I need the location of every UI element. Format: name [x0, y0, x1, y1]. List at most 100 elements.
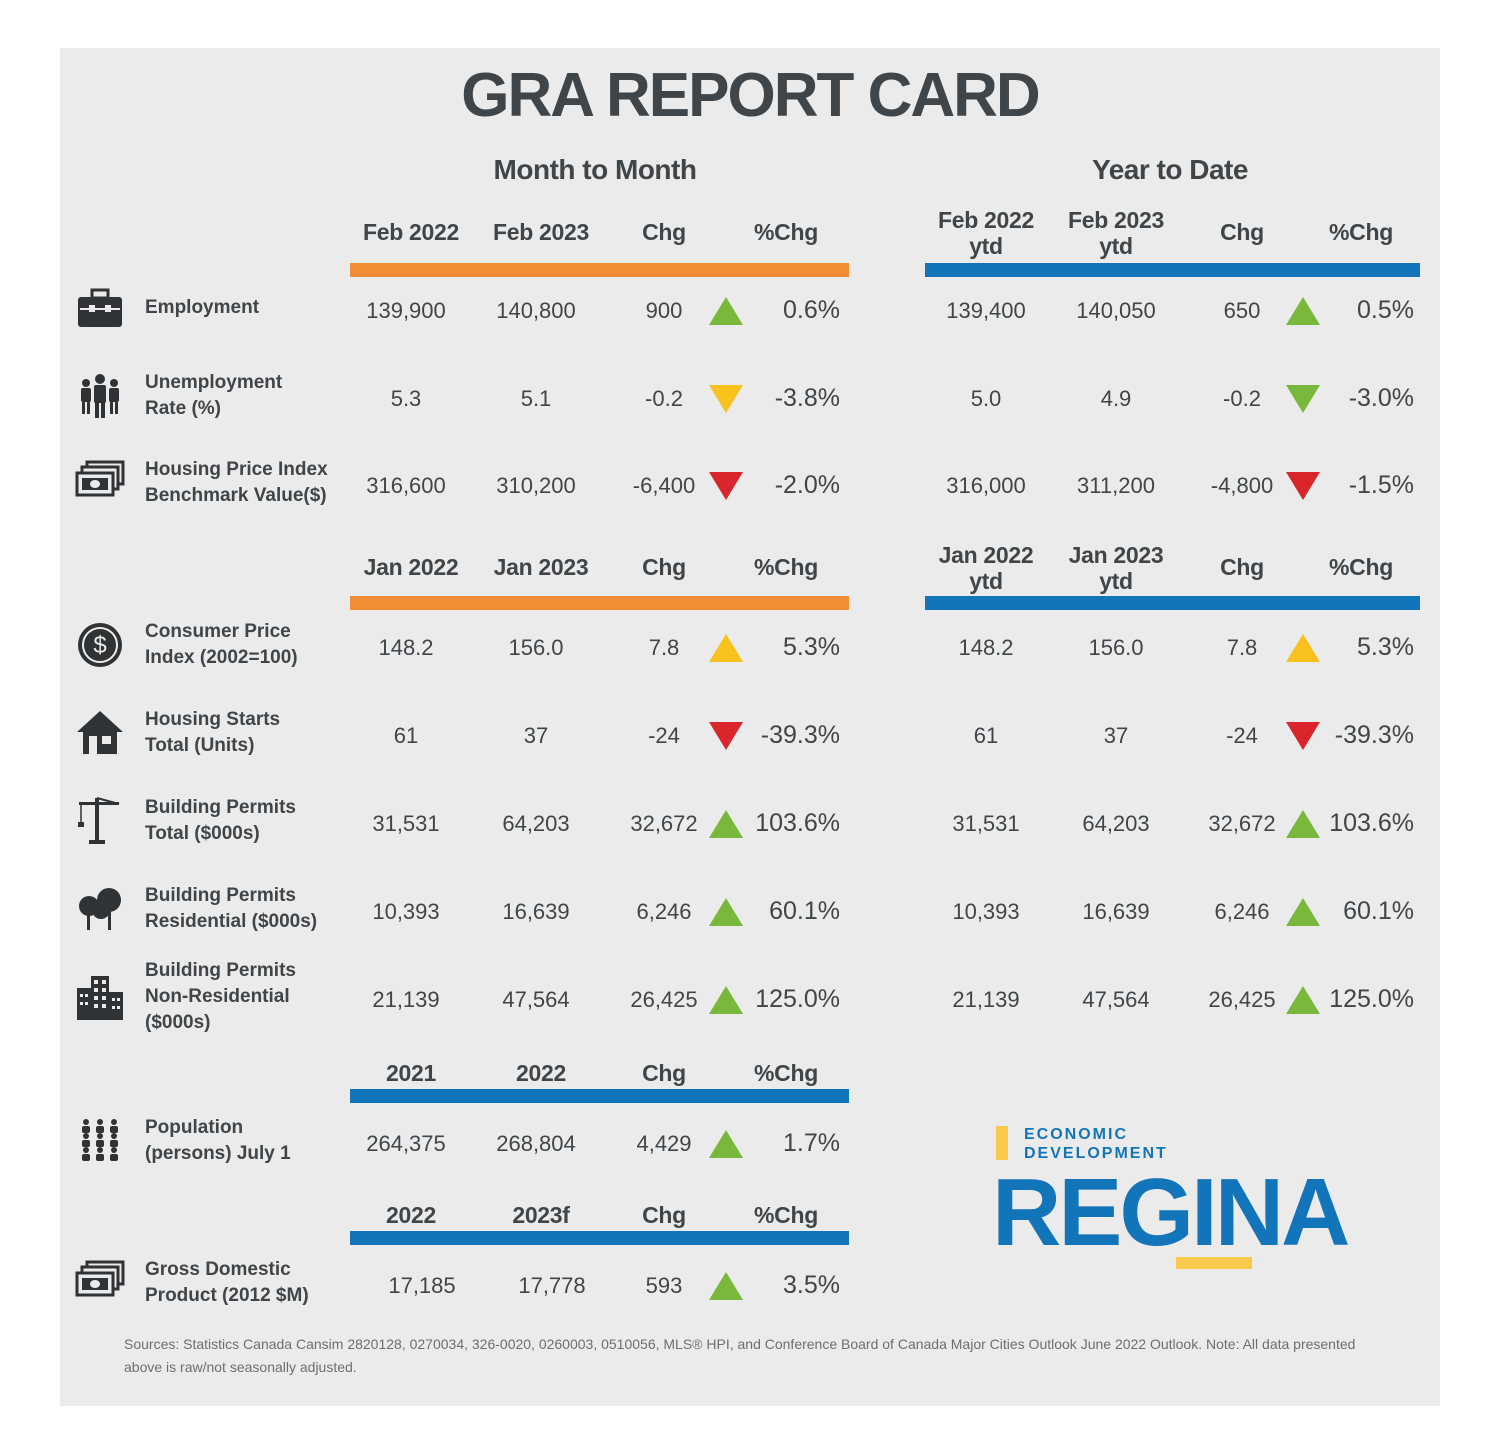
- buildings-icon: [75, 972, 125, 1022]
- trees-icon: [75, 884, 125, 934]
- month-percent-change: 5.3%: [783, 633, 840, 661]
- row-label-6: Building Permits Residential ($000s): [145, 885, 318, 932]
- ytd-value-2: 32,672: [1208, 811, 1276, 836]
- ytd-feb-header-1: Feb 2023 ytd: [1067, 207, 1165, 259]
- svg-text:$: $: [93, 632, 106, 659]
- row-label-3: Consumer Price Index (2002=100): [145, 621, 298, 668]
- month-value-2: 26,425: [630, 987, 698, 1012]
- ytd-jan-header-1: Jan 2023 ytd: [1068, 542, 1164, 594]
- month-value-0: 21,139: [372, 987, 440, 1012]
- population-icon: [75, 1116, 125, 1166]
- month-trend-icon: [709, 385, 743, 413]
- population-header-2: Chg: [642, 1060, 686, 1086]
- month-value-1: 16,639: [502, 899, 570, 924]
- gdp-header-2: Chg: [642, 1202, 686, 1228]
- month-value-1: 268,804: [496, 1131, 576, 1156]
- month-feb-header-3: %Chg: [754, 219, 818, 245]
- month-value-2: 6,246: [636, 899, 692, 924]
- ytd-value-2: 6,246: [1214, 899, 1270, 924]
- ytd-value-0: 139,400: [946, 298, 1026, 323]
- ytd-percent-change: 5.3%: [1357, 633, 1414, 661]
- ytd-value-1: 47,564: [1082, 987, 1150, 1012]
- dollar-coin-icon: $: [75, 620, 125, 670]
- ytd-jan-header-3: %Chg: [1329, 554, 1393, 580]
- money-icon: [75, 458, 125, 508]
- month-value-1: 140,800: [496, 298, 576, 323]
- house-icon: [75, 708, 125, 758]
- ytd-value-1: 140,050: [1076, 298, 1156, 323]
- month-value-1: 310,200: [496, 473, 576, 498]
- ytd-value-2: 650: [1223, 298, 1261, 323]
- ytd-trend-icon: [1286, 810, 1320, 838]
- month-percent-change: 125.0%: [755, 985, 840, 1013]
- row-label-4: Housing Starts Total (Units): [145, 709, 281, 756]
- ytd-value-2: 26,425: [1208, 987, 1276, 1012]
- ytd-percent-change: -3.0%: [1348, 384, 1414, 412]
- month-percent-change: 0.6%: [783, 296, 840, 324]
- ytd-jan-header-2: Chg: [1220, 554, 1264, 580]
- month-trend-icon: [709, 1272, 743, 1300]
- row-label-1: Unemployment Rate (%): [145, 372, 283, 419]
- month-value-0: 316,600: [366, 473, 446, 498]
- month-value-0: 31,531: [372, 811, 440, 836]
- month-value-1: 47,564: [502, 987, 570, 1012]
- ytd-value-0: 61: [973, 723, 999, 748]
- month-percent-change: 60.1%: [769, 897, 840, 925]
- people-icon: [75, 371, 125, 421]
- logo-accent-bar: [996, 1126, 1008, 1160]
- month-trend-icon: [709, 986, 743, 1014]
- ytd-feb-header-0: Feb 2022 ytd: [937, 207, 1035, 259]
- month-percent-change: 103.6%: [755, 809, 840, 837]
- logo-regina: REGINA: [992, 1159, 1350, 1266]
- month-value-1: 64,203: [502, 811, 570, 836]
- month-percent-change: -2.0%: [774, 471, 840, 499]
- section-month-to-month: Month to Month: [493, 154, 697, 185]
- logo-underline: [1176, 1257, 1252, 1269]
- month-value-0: 61: [393, 723, 419, 748]
- ytd-feb-header-3: %Chg: [1329, 219, 1393, 245]
- row-label-8: Population (persons) July 1: [145, 1117, 291, 1164]
- population-header-1: 2022: [516, 1060, 566, 1086]
- month-trend-icon: [709, 1130, 743, 1158]
- ytd-value-0: 21,139: [952, 987, 1020, 1012]
- month-value-0: 10,393: [372, 899, 440, 924]
- month-value-2: -24: [648, 723, 680, 748]
- ytd-feb-header-2: Chg: [1220, 219, 1264, 245]
- ytd-value-1: 311,200: [1077, 473, 1155, 498]
- month-value-0: 5.3: [390, 386, 422, 411]
- row-label-5: Building Permits Total ($000s): [145, 797, 296, 844]
- month-feb-header-0: Feb 2022: [362, 219, 460, 245]
- ytd-value-2: 7.8: [1226, 635, 1258, 660]
- logo-development: DEVELOPMENT: [1024, 1145, 1168, 1162]
- month-value-0: 264,375: [366, 1131, 446, 1156]
- gdp-header-1: 2023f: [512, 1202, 570, 1228]
- month-jan-header-2: Chg: [642, 554, 686, 580]
- ytd-value-2: -24: [1226, 723, 1258, 748]
- row-label-0: Employment: [145, 297, 260, 318]
- ytd-value-1: 4.9: [1100, 386, 1132, 411]
- ytd-trend-icon: [1286, 472, 1320, 500]
- month-trend-icon: [709, 297, 743, 325]
- ytd-value-2: -4,800: [1210, 473, 1274, 498]
- logo-economic: ECONOMIC: [1024, 1126, 1128, 1143]
- row-label-9: Gross Domestic Product (2012 $M): [145, 1259, 309, 1306]
- month-jan-header-1: Jan 2023: [493, 554, 589, 580]
- ytd-percent-change: 103.6%: [1329, 809, 1414, 837]
- month-percent-change: 1.7%: [783, 1129, 840, 1157]
- population-header-bar: [350, 1089, 849, 1103]
- ytd-trend-icon: [1286, 634, 1320, 662]
- ytd-value-0: 10,393: [952, 899, 1020, 924]
- ytd-value-0: 5.0: [970, 386, 1002, 411]
- month-trend-icon: [709, 810, 743, 838]
- month-value-1: 17,778: [518, 1273, 586, 1298]
- month-feb-header-bar: [350, 263, 849, 277]
- month-percent-change: -3.8%: [774, 384, 840, 412]
- ytd-percent-change: 60.1%: [1343, 897, 1414, 925]
- month-value-2: 593: [645, 1273, 683, 1298]
- month-feb-header-2: Chg: [642, 219, 686, 245]
- month-value-0: 17,185: [388, 1273, 456, 1298]
- month-feb-header-1: Feb 2023: [492, 219, 590, 245]
- population-header-0: 2021: [386, 1060, 436, 1086]
- ytd-trend-icon: [1286, 898, 1320, 926]
- ytd-trend-icon: [1286, 722, 1320, 750]
